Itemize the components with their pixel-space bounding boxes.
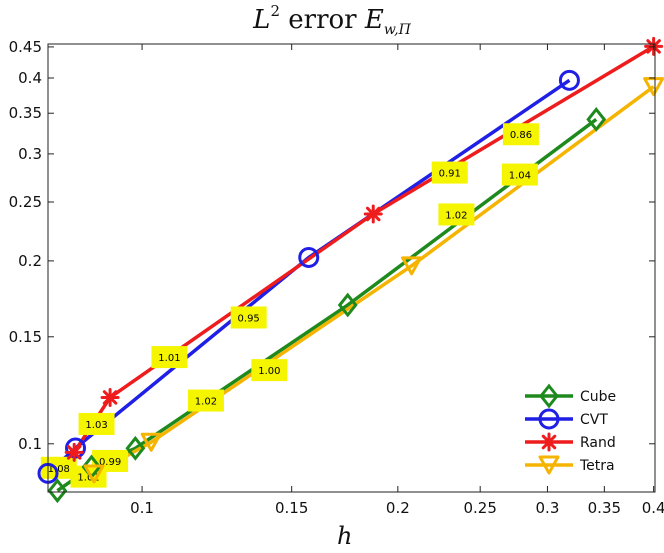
rate-label-text: 1.00 bbox=[258, 366, 280, 377]
rate-label-box bbox=[40, 456, 77, 479]
series-line-cvt bbox=[46, 78, 571, 475]
y-tick-label: 0.1 bbox=[18, 435, 42, 453]
legend-item-cube: Cube bbox=[525, 383, 616, 409]
data-point-cvt bbox=[298, 246, 320, 268]
rate-label: 0.86 bbox=[502, 123, 539, 146]
y-tick-label: 0.15 bbox=[9, 328, 42, 346]
series-markers bbox=[37, 36, 664, 504]
axis-ticks: 0.1 0.15 0.2 0.25 0.3 0.35 0.4 0.1 0.15 0.2 0.25 0.… bbox=[9, 38, 664, 517]
rate-label: 1.03 bbox=[78, 412, 115, 435]
data-point-cube bbox=[337, 292, 358, 318]
x-tick-label: 0.35 bbox=[588, 499, 621, 517]
rate-label-text: 1.02 bbox=[195, 397, 217, 408]
data-point-cube bbox=[125, 435, 146, 461]
rate-label: 1.04 bbox=[501, 163, 538, 186]
legend-marker-tetra bbox=[538, 455, 560, 475]
data-point-rand bbox=[64, 442, 84, 462]
data-point-cvt bbox=[558, 69, 580, 91]
rate-label-text: 0.99 bbox=[99, 457, 121, 468]
legend: Cube CVT Rand Tetra bbox=[525, 383, 616, 475]
rate-label: 1.02 bbox=[438, 203, 475, 226]
rate-labels: 1.081.031.010.950.910.861.020.991.021.00… bbox=[40, 123, 539, 488]
legend-item-rand: Rand bbox=[525, 432, 616, 452]
rate-label-box bbox=[151, 346, 188, 369]
legend-marker-rand bbox=[539, 432, 559, 452]
series-line-tetra bbox=[93, 85, 655, 476]
rate-label-text: 1.08 bbox=[48, 464, 70, 475]
data-point-cube bbox=[586, 107, 607, 132]
x-tick-label: 0.2 bbox=[386, 499, 410, 517]
rate-label: 0.95 bbox=[230, 306, 267, 329]
y-tick-label: 0.4 bbox=[18, 69, 42, 87]
legend-item-tetra: Tetra bbox=[525, 455, 615, 475]
data-point-cube bbox=[47, 478, 68, 504]
rate-label-text: 0.91 bbox=[439, 169, 461, 180]
rate-label-box bbox=[501, 163, 538, 186]
rate-label: 1.02 bbox=[187, 389, 224, 412]
data-point-tetra bbox=[401, 256, 423, 276]
data-point-rand bbox=[100, 387, 120, 407]
y-tick-label: 0.25 bbox=[9, 193, 42, 211]
rate-label-text: 1.02 bbox=[77, 473, 99, 484]
data-point-tetra bbox=[643, 77, 664, 97]
rate-label-box bbox=[230, 306, 267, 329]
x-axis-label: h bbox=[337, 522, 353, 550]
rate-label-box bbox=[78, 412, 115, 435]
rate-label-box bbox=[251, 359, 288, 382]
x-tick-label: 0.15 bbox=[275, 499, 308, 517]
x-tick-label: 0.25 bbox=[463, 499, 496, 517]
rate-label: 0.91 bbox=[431, 161, 468, 184]
series-line-rand bbox=[72, 44, 655, 454]
legend-marker-cube bbox=[539, 383, 559, 409]
rate-label-box bbox=[438, 203, 475, 226]
rate-label: 1.08 bbox=[40, 456, 77, 479]
series-lines bbox=[46, 44, 655, 493]
rate-label-text: 1.02 bbox=[445, 210, 467, 221]
y-tick-label: 0.3 bbox=[18, 145, 42, 163]
legend-label-cvt: CVT bbox=[580, 412, 608, 428]
rate-label-text: 1.04 bbox=[509, 171, 531, 182]
data-point-rand bbox=[363, 204, 383, 224]
rate-label-box bbox=[502, 123, 539, 146]
rate-label-text: 1.01 bbox=[158, 353, 180, 364]
rate-label-text: 1.03 bbox=[85, 420, 107, 431]
y-tick-label: 0.45 bbox=[9, 38, 42, 56]
data-point-tetra bbox=[140, 432, 162, 452]
rate-label-text: 0.86 bbox=[510, 130, 532, 141]
legend-label-cube: Cube bbox=[580, 389, 616, 405]
legend-item-cvt: CVT bbox=[525, 408, 608, 430]
plot-area-frame bbox=[47, 43, 656, 493]
legend-marker-cvt bbox=[538, 408, 560, 430]
rate-label: 1.00 bbox=[251, 359, 288, 382]
legend-label-tetra: Tetra bbox=[579, 458, 615, 474]
x-tick-label: 0.4 bbox=[642, 499, 664, 517]
x-tick-label: 0.3 bbox=[536, 499, 560, 517]
rate-label: 1.01 bbox=[151, 346, 188, 369]
chart-title: L2 error Ew,Π bbox=[253, 2, 411, 38]
rate-label-box bbox=[187, 389, 224, 412]
x-tick-label: 0.1 bbox=[130, 499, 154, 517]
y-tick-label: 0.35 bbox=[9, 104, 42, 122]
y-tick-label: 0.2 bbox=[18, 252, 42, 270]
rate-label-box bbox=[431, 161, 468, 184]
rate-label-text: 0.95 bbox=[238, 313, 260, 324]
data-point-tetra bbox=[83, 464, 105, 484]
legend-label-rand: Rand bbox=[580, 435, 616, 451]
